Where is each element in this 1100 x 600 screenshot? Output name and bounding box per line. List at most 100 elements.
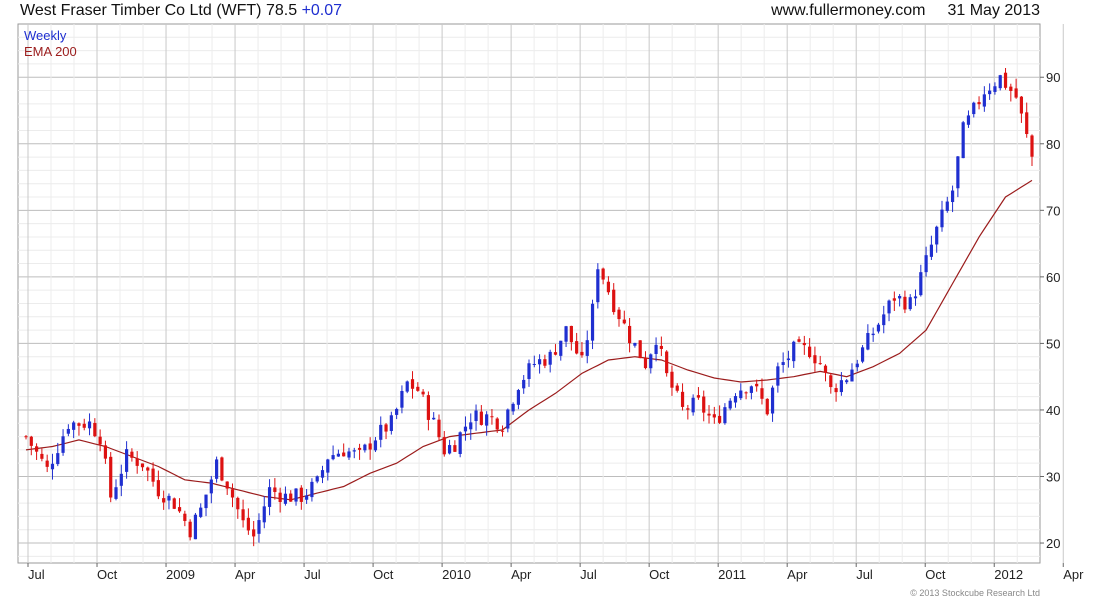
candle-body [1014, 88, 1018, 98]
candle [447, 439, 452, 455]
candle-body [130, 451, 134, 458]
candle [40, 448, 44, 462]
candle-body [199, 507, 203, 517]
candle-body [384, 424, 388, 432]
candle [829, 373, 833, 394]
candle [283, 486, 288, 506]
plot-area [17, 23, 1041, 564]
candle [596, 263, 600, 309]
candle-body [389, 415, 393, 431]
candle-body [93, 422, 97, 437]
candle-body [823, 365, 828, 373]
candle [871, 327, 875, 342]
candle-body [792, 341, 796, 362]
candle [924, 246, 928, 277]
candle-body [326, 459, 330, 473]
x-tick-label: Jul [304, 567, 321, 582]
candle-body [373, 440, 378, 451]
candle [575, 332, 579, 355]
x-tick-label: Jul [28, 567, 45, 582]
candle [1009, 83, 1013, 102]
candle [241, 499, 245, 528]
candle-body [50, 463, 55, 470]
candle [405, 380, 409, 394]
candle-body [469, 422, 473, 430]
source-site[interactable]: www.fullermoney.com [771, 2, 926, 19]
candle-body [733, 396, 738, 403]
candle [638, 340, 642, 359]
candle [236, 496, 240, 519]
candle [34, 443, 39, 460]
candle-body [808, 346, 812, 358]
candle-body [590, 303, 595, 341]
candle-body [702, 396, 706, 413]
candle-body [410, 379, 415, 389]
candle [114, 479, 118, 501]
candle [262, 496, 266, 529]
candle-body [82, 423, 86, 428]
candle [850, 363, 854, 382]
candle-body [495, 418, 499, 430]
candle-body [204, 494, 208, 509]
candle-body [172, 498, 176, 509]
candle-body [797, 339, 801, 342]
candle-body [935, 226, 939, 245]
candle-body [569, 325, 573, 343]
candle [331, 445, 335, 461]
candle [1003, 68, 1008, 90]
y-tick-label: 40 [1046, 403, 1060, 418]
candle-body [749, 386, 753, 393]
candle-body [289, 493, 293, 502]
candle-body [447, 445, 452, 454]
candle [24, 435, 28, 440]
candle [162, 490, 166, 510]
candle [389, 411, 393, 435]
candle [908, 294, 912, 311]
candle [363, 443, 367, 453]
candle [273, 478, 277, 500]
candle-body [1025, 112, 1029, 135]
x-tick-label: 2012 [994, 567, 1023, 582]
candle-body [177, 507, 182, 512]
candle-body [675, 385, 679, 391]
candle [299, 485, 303, 510]
candle [802, 335, 806, 355]
candle-body [209, 479, 213, 494]
candle-body [395, 408, 399, 415]
candle-body [559, 340, 563, 356]
candle [940, 200, 944, 232]
candle-body [929, 244, 933, 257]
candle [209, 475, 213, 504]
candle [590, 299, 595, 350]
candle [765, 398, 769, 416]
candle [225, 481, 229, 495]
candle-body [188, 521, 192, 538]
candle-body [723, 407, 727, 424]
candle-body [961, 122, 965, 159]
candle-body [972, 102, 976, 115]
candle [61, 429, 65, 456]
candle-body [781, 362, 785, 365]
candle [643, 351, 648, 370]
candle-body [336, 453, 340, 457]
candle [707, 405, 711, 424]
candle [352, 447, 356, 459]
candle-body [638, 340, 642, 359]
candle [458, 431, 462, 458]
x-tick-label: Oct [97, 567, 118, 582]
candle-body [305, 495, 309, 500]
candle-body [988, 90, 992, 95]
candle [395, 407, 399, 420]
candle-body [882, 314, 886, 326]
candle-body [1009, 86, 1013, 91]
candle [696, 387, 701, 400]
candle-body [612, 289, 616, 313]
candle-body [982, 94, 986, 107]
candle [421, 389, 425, 397]
candle-body [776, 366, 780, 386]
candle [977, 96, 981, 110]
candle-body [564, 326, 568, 342]
candle [267, 479, 272, 516]
candle [781, 352, 785, 373]
candle [966, 110, 971, 128]
